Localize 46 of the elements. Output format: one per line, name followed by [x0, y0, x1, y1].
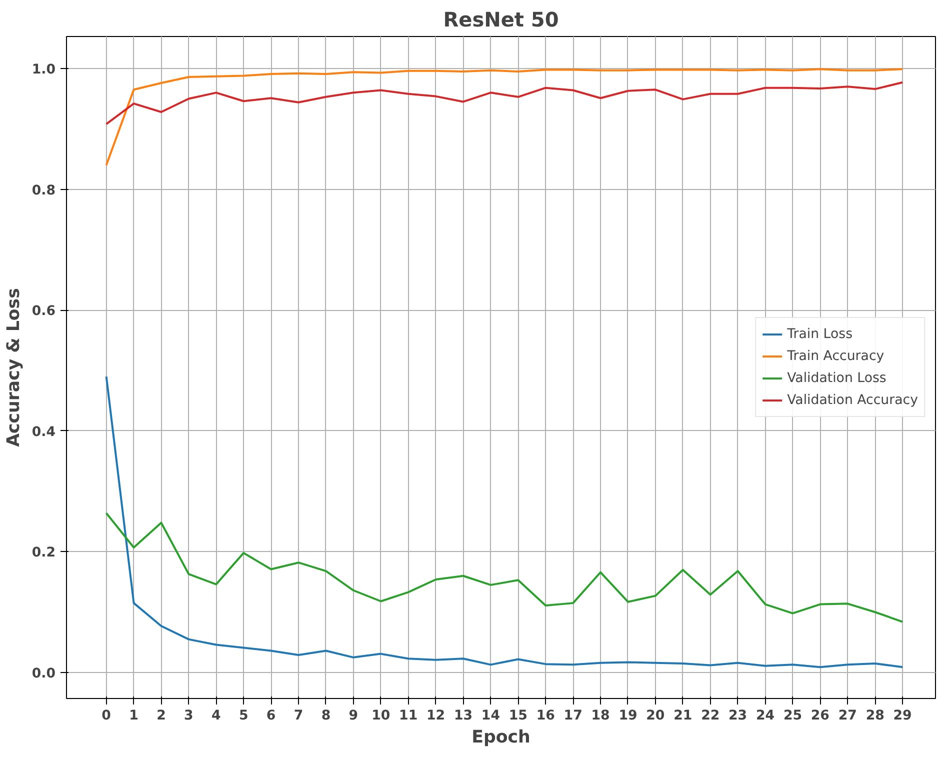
x-tick-label: 12	[426, 708, 446, 724]
x-tick-label: 29	[893, 708, 912, 724]
y-tick-label: 0.2	[32, 546, 56, 561]
y-tick-label: 0.6	[32, 304, 56, 320]
legend-label: Train Loss	[787, 326, 853, 342]
legend-label: Validation Loss	[787, 370, 886, 386]
x-tick-label: 28	[866, 708, 884, 724]
legend-label: Validation Accuracy	[787, 392, 918, 408]
y-tick-label: 1.0	[32, 62, 56, 78]
x-tick-label: 5	[238, 708, 248, 724]
y-tick-label: 0.0	[32, 666, 56, 682]
x-tick-label: 1	[129, 708, 138, 724]
y-axis-title: Accuracy & Loss	[4, 288, 24, 447]
x-tick-label: 21	[674, 708, 692, 724]
y-tick-label: 0.4	[32, 424, 56, 440]
x-tick-label: 7	[294, 708, 304, 724]
line-series	[105, 68, 904, 166]
x-tick-label: 22	[701, 708, 720, 724]
x-axis-title: Epoch	[472, 728, 530, 748]
x-tick-label: 14	[481, 708, 500, 724]
x-tick-label: 9	[348, 708, 358, 724]
x-tick-label: 4	[212, 708, 221, 724]
x-tick-label: 6	[266, 708, 276, 724]
x-tick-label: 10	[372, 708, 390, 724]
line-series	[105, 81, 904, 126]
x-tick-label: 19	[618, 708, 638, 724]
x-tick-label: 25	[783, 708, 802, 724]
x-tick-label: 16	[536, 708, 555, 724]
x-tick-label: 18	[591, 708, 610, 724]
x-tick-label: 2	[156, 708, 166, 724]
legend-label: Train Accuracy	[787, 348, 884, 364]
x-tick-label: 3	[184, 708, 194, 724]
y-tick-label: 0.8	[32, 183, 56, 198]
x-tick-label: 0	[102, 708, 111, 724]
x-tick-label: 24	[756, 708, 775, 724]
x-tick-label: 8	[321, 708, 331, 724]
x-tick-label: 15	[508, 708, 528, 724]
x-tick-label: 11	[399, 708, 418, 724]
x-tick-label: 26	[810, 708, 830, 724]
x-tick-label: 20	[646, 708, 665, 724]
x-tick-label: 27	[838, 708, 857, 724]
x-tick-label: 17	[564, 708, 582, 724]
chart-title: ResNet 50	[443, 8, 559, 32]
line-series	[105, 512, 904, 623]
x-tick-label: 23	[728, 708, 748, 724]
x-tick-label: 13	[454, 708, 473, 724]
